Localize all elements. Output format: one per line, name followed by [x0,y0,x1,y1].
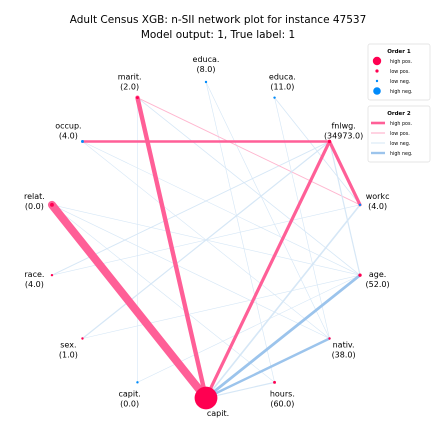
edge [82,274,361,339]
node-label: relat. (0.0) [24,192,45,211]
node-label: sex. (1.0) [59,341,78,360]
edges-layer [47,81,362,402]
edge [137,274,361,383]
edge [135,95,209,401]
edge [328,140,361,276]
edge [136,97,361,206]
edge [274,97,330,339]
chart-subtitle: Model output: 1, True label: 1 [141,29,295,41]
labels-layer: capit. hours. (60.0) nativ. (38.0) age. (52.0)… [24,55,390,418]
node-label: fnlwg. (34973.0) [324,121,363,140]
node-label: race. (4.0) [24,270,44,289]
node [194,386,218,410]
legend-label: low neg. [390,79,410,85]
node [358,203,362,207]
node-label: marit. (2.0) [118,72,142,91]
legend-marker [373,87,381,95]
legend-label: high pos. [390,59,412,65]
node-label: capit. (0.0) [118,390,140,409]
node [327,139,332,144]
chart-title: Adult Census XGB: n-SII network plot for… [70,14,367,26]
edge [51,204,275,383]
edge [205,381,276,399]
legend-label: low pos. [390,131,410,137]
edge [51,141,331,276]
legend-label: high neg. [390,89,413,95]
edge [81,140,331,340]
legend-label: high neg. [390,151,413,157]
node [50,273,54,277]
node [136,381,139,384]
edge [51,204,330,339]
nodes-layer [50,80,362,410]
legend: Order 1 high pos. low pos. low neg. high neg… [367,43,431,163]
node [328,337,331,340]
node-label: workc (4.0) [366,192,390,211]
legend-title: Order 1 [387,49,411,55]
node-label: occup. (4.0) [55,121,81,140]
node [81,337,84,340]
legend-marker [372,56,382,66]
edge [204,337,331,400]
node [204,80,208,84]
node-label: hours. (60.0) [270,390,295,409]
legend-label: high pos. [390,121,412,127]
node-label: educa. (11.0) [269,72,296,91]
node-label: capit. [207,409,229,418]
legend-marker [375,69,379,73]
node [136,96,139,100]
edge [137,97,361,276]
edge [327,139,362,207]
legend-marker [375,79,379,83]
legend-label: low pos. [390,69,410,75]
edge [204,273,362,400]
edge [205,81,275,383]
edge [82,141,361,276]
node [273,380,276,384]
legend-box [367,43,431,101]
node-label: nativ. (38.0) [332,341,356,360]
node-label: age. (52.0) [366,270,390,289]
node [81,140,84,143]
edge [204,139,332,400]
edge [205,81,330,339]
node [50,202,54,207]
edge [205,204,361,399]
node-label: educa. (8.0) [193,55,220,74]
node [273,96,276,99]
legend-box [367,105,431,163]
legend-title: Order 2 [387,111,411,117]
edge [47,200,210,402]
node [358,273,362,277]
legend-label: low neg. [390,141,410,147]
